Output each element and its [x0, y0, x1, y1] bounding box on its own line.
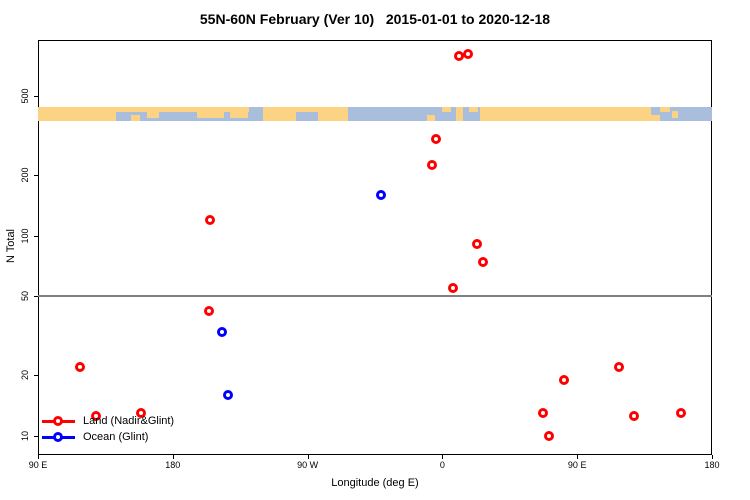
land-segment	[442, 107, 452, 113]
data-point-land	[426, 160, 437, 171]
y-tick-label: 10	[20, 430, 30, 441]
land-segment	[130, 114, 140, 121]
data-point-land	[136, 407, 147, 418]
y-axis-title: N Total	[5, 228, 17, 264]
x-axis-tick	[38, 455, 39, 459]
land-segment	[650, 114, 660, 121]
x-axis-tick	[172, 455, 174, 459]
data-point-land	[558, 374, 569, 385]
land-segment	[479, 107, 651, 121]
y-axis-tick	[34, 95, 38, 97]
data-point-land	[431, 133, 442, 144]
x-tick-label: 90 E	[567, 460, 587, 470]
legend-item-ocean: Ocean (Glint)	[42, 429, 174, 445]
land-segment	[469, 107, 479, 113]
x-axis-tick	[442, 455, 444, 459]
legend-marker-land-icon	[42, 416, 75, 426]
land-segment	[115, 107, 250, 113]
land-segment	[196, 110, 224, 118]
land-segment	[147, 110, 160, 118]
y-axis-tick	[34, 375, 38, 377]
data-point-land	[203, 305, 214, 316]
land-segment	[229, 110, 248, 118]
x-axis-title: Longitude (deg E)	[331, 477, 419, 489]
y-tick-label: 100	[20, 228, 30, 244]
y-axis-tick	[34, 295, 38, 297]
legend-label-land: Land (Nadir&Glint)	[83, 415, 175, 427]
chart-title: 55N-60N February (Ver 10) 2015-01-01 to …	[199, 11, 551, 27]
data-point-land	[91, 411, 102, 422]
legend-item-land: Land (Nadir&Glint)	[42, 413, 174, 429]
data-point-ocean	[217, 326, 228, 337]
land-segment	[38, 107, 116, 121]
y-tick-label: 50	[20, 290, 30, 301]
y-tick-label: 500	[20, 88, 30, 104]
y-tick-label: 200	[20, 167, 30, 183]
land-segment	[427, 114, 435, 121]
y-axis-tick	[34, 435, 38, 437]
x-tick-label: 0	[439, 460, 445, 470]
data-point-land	[447, 282, 458, 293]
data-point-land	[675, 407, 686, 418]
x-axis-tick	[712, 455, 713, 459]
land-segment	[262, 107, 296, 121]
data-point-land	[629, 411, 640, 422]
legend: Land (Nadir&Glint) Ocean (Glint)	[42, 413, 174, 445]
data-point-land	[453, 51, 464, 62]
x-axis-tick	[577, 455, 579, 459]
land-segment	[671, 110, 678, 118]
data-point-land	[74, 362, 85, 373]
data-point-land	[537, 407, 548, 418]
y-tick-label: 20	[20, 370, 30, 381]
legend-marker-ocean-icon	[42, 432, 75, 442]
plot-area	[38, 40, 712, 455]
x-tick-label: 90 W	[297, 460, 319, 470]
reference-line-50	[38, 294, 712, 297]
data-point-land	[462, 48, 473, 59]
data-point-ocean	[223, 389, 234, 400]
y-axis-tick	[34, 235, 38, 237]
x-tick-label: 180	[704, 460, 720, 470]
x-tick-label: 180	[165, 460, 181, 470]
data-point-land	[614, 362, 625, 373]
data-point-ocean	[375, 189, 386, 200]
data-point-land	[471, 238, 482, 249]
land-segment	[318, 107, 349, 121]
map-strip-55n-60n	[38, 107, 712, 121]
legend-label-ocean: Ocean (Glint)	[83, 431, 149, 443]
data-point-land	[205, 214, 216, 225]
data-point-land	[543, 430, 554, 441]
data-point-land	[477, 256, 488, 267]
x-axis-tick	[307, 455, 309, 459]
land-segment	[455, 107, 464, 121]
y-axis-tick	[34, 175, 38, 177]
land-segment	[659, 107, 671, 113]
land-segment	[295, 107, 319, 113]
x-tick-label: 90 E	[28, 460, 48, 470]
